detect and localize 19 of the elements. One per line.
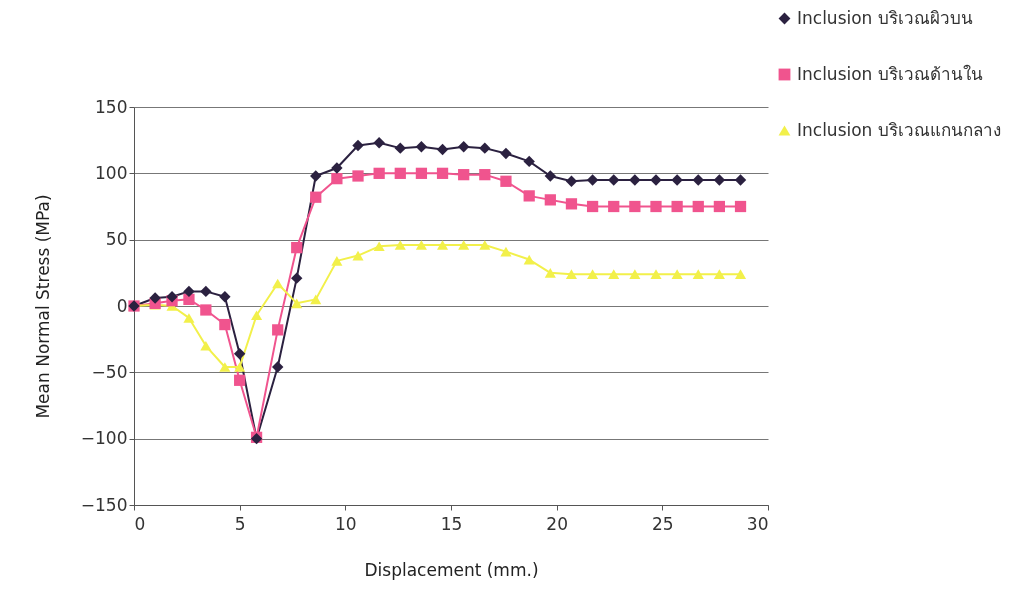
y-tick-label: −100 — [80, 428, 128, 449]
y-tick-label: 0 — [116, 295, 128, 316]
y-tick-label: 50 — [105, 229, 128, 250]
x-tick-label: 15 — [440, 513, 463, 534]
x-tick-label: 10 — [335, 513, 357, 534]
y-axis-title: Mean Normal Stress (MPa) — [32, 194, 53, 419]
x-tick-label: 25 — [652, 513, 674, 534]
legend-label: Inclusion บริเวณแกนกลาง — [797, 119, 1001, 140]
y-tick-label: −150 — [80, 494, 128, 515]
legend-label: Inclusion บริเวณด้านใน — [797, 63, 983, 84]
y-tick-label: 150 — [95, 96, 128, 117]
y-tick-label: 100 — [95, 162, 128, 183]
x-tick-label: 5 — [234, 513, 246, 534]
x-tick-label: 30 — [746, 513, 769, 534]
x-axis-title: Displacement (mm.) — [364, 559, 539, 580]
legend-label: Inclusion บริเวณผิวบน — [797, 7, 973, 28]
y-tick-label: −50 — [91, 361, 128, 382]
x-tick-label: 20 — [546, 513, 568, 534]
x-tick-label: 0 — [134, 513, 146, 534]
